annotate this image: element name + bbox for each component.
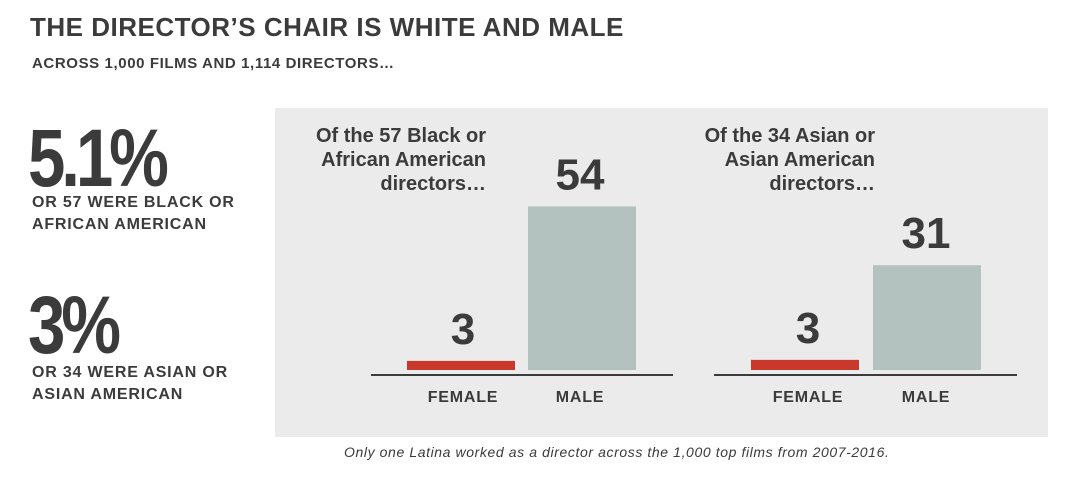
category-label: FEMALE (428, 389, 499, 406)
category-label: MALE (902, 389, 951, 406)
category-label: MALE (556, 389, 605, 406)
bar-female (751, 359, 859, 370)
stat-asian-description: OR 34 WERE ASIAN OR ASIAN AMERICAN (32, 364, 228, 403)
category-label: FEMALE (773, 389, 844, 406)
bar-male (873, 265, 981, 370)
stat-asian-percent: 3% (28, 280, 121, 371)
page-title: THE DIRECTOR’S CHAIR IS WHITE AND MALE (30, 12, 624, 42)
footnote-caption: Only one Latina worked as a director acr… (344, 444, 890, 460)
chart-1-title-line: African American (321, 149, 486, 171)
chart-1-title-line: Of the 57 Black or (315, 125, 486, 147)
chart-1-title: Of the 57 Black or African American dire… (316, 124, 486, 196)
chart-1-title-line: directors… (380, 173, 486, 195)
bar-value-label: 54 (556, 150, 605, 199)
chart-2-title-line: directors… (769, 173, 875, 195)
bar-male (528, 206, 636, 370)
stat-black-description: OR 57 WERE BLACK OR AFRICAN AMERICAN (32, 194, 235, 233)
chart-2-title-line: Asian American (724, 149, 875, 171)
bar-female (407, 360, 515, 370)
bar-value-label: 31 (902, 209, 951, 258)
stat-black-percent: 5.1% (28, 113, 169, 204)
page-subtitle: ACROSS 1,000 FILMS AND 1,114 DIRECTORS… (32, 55, 395, 72)
chart-2-title-line: Of the 34 Asian or (704, 125, 875, 147)
bar-value-label: 3 (451, 305, 475, 354)
chart-2-title: Of the 34 Asian or Asian American direct… (705, 124, 875, 196)
bar-value-label: 3 (796, 304, 820, 353)
